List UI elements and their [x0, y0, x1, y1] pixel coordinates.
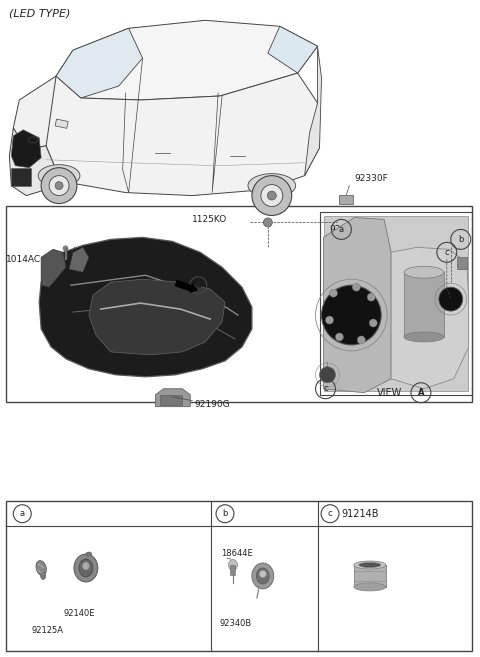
Text: b: b	[458, 235, 463, 244]
Text: c: c	[323, 384, 328, 394]
Circle shape	[252, 175, 292, 215]
Circle shape	[41, 168, 77, 204]
Circle shape	[267, 191, 276, 200]
Circle shape	[367, 293, 375, 301]
Circle shape	[49, 175, 69, 196]
Ellipse shape	[86, 552, 92, 556]
Polygon shape	[39, 237, 252, 377]
Text: VIEW: VIEW	[377, 388, 402, 397]
Circle shape	[322, 285, 381, 345]
Text: 92140E: 92140E	[63, 609, 95, 618]
Bar	[6, 206, 472, 401]
Ellipse shape	[228, 560, 238, 570]
Text: 92330F: 92330F	[354, 173, 388, 183]
FancyArrow shape	[176, 281, 197, 292]
Polygon shape	[324, 217, 391, 393]
Circle shape	[261, 185, 283, 206]
Bar	[324, 216, 468, 391]
Bar	[457, 258, 467, 269]
Text: 92101A: 92101A	[329, 225, 364, 234]
Polygon shape	[69, 247, 89, 272]
Polygon shape	[156, 389, 190, 407]
Ellipse shape	[36, 560, 47, 576]
Text: a: a	[20, 509, 25, 518]
Bar	[55, 119, 68, 128]
Text: a: a	[339, 225, 344, 234]
Text: 91214B: 91214B	[341, 509, 379, 519]
Circle shape	[63, 246, 68, 251]
Text: 92102A: 92102A	[329, 239, 364, 248]
Polygon shape	[46, 73, 320, 196]
Bar	[320, 212, 472, 395]
Bar	[6, 501, 472, 650]
Ellipse shape	[404, 332, 444, 342]
Circle shape	[325, 316, 334, 324]
Ellipse shape	[359, 562, 381, 568]
Ellipse shape	[404, 266, 444, 278]
Ellipse shape	[74, 554, 98, 582]
Text: 92125A: 92125A	[31, 626, 63, 635]
Ellipse shape	[256, 568, 269, 584]
Ellipse shape	[248, 173, 296, 198]
Circle shape	[329, 289, 337, 297]
Bar	[160, 395, 182, 405]
Bar	[230, 565, 236, 575]
Polygon shape	[56, 20, 318, 100]
Circle shape	[369, 319, 377, 327]
Polygon shape	[9, 128, 56, 196]
Polygon shape	[391, 247, 468, 389]
Ellipse shape	[83, 562, 89, 570]
Text: c: c	[328, 509, 332, 518]
Circle shape	[357, 336, 365, 344]
Bar	[64, 248, 67, 260]
Text: 92340B: 92340B	[220, 619, 252, 627]
Ellipse shape	[259, 570, 266, 578]
Polygon shape	[12, 130, 41, 168]
Polygon shape	[268, 26, 318, 73]
Text: c: c	[444, 248, 449, 257]
Ellipse shape	[79, 559, 93, 577]
Polygon shape	[13, 76, 81, 150]
Circle shape	[352, 283, 360, 291]
Circle shape	[439, 287, 463, 311]
Polygon shape	[41, 250, 66, 287]
Circle shape	[336, 333, 343, 341]
Text: A: A	[195, 281, 202, 290]
Text: 1125KO: 1125KO	[192, 215, 228, 224]
Text: (LED TYPE): (LED TYPE)	[9, 9, 71, 18]
Text: 1014AC: 1014AC	[6, 255, 41, 264]
Polygon shape	[56, 28, 143, 98]
Bar	[12, 168, 31, 186]
Bar	[339, 194, 353, 204]
Circle shape	[55, 181, 63, 190]
Text: b: b	[222, 509, 228, 518]
Ellipse shape	[38, 165, 80, 187]
Circle shape	[264, 218, 272, 227]
Ellipse shape	[41, 572, 46, 579]
Text: 92190G: 92190G	[194, 400, 230, 409]
Text: 18644E: 18644E	[221, 549, 253, 558]
Ellipse shape	[252, 563, 274, 589]
Polygon shape	[89, 279, 225, 355]
Polygon shape	[305, 46, 322, 175]
Ellipse shape	[354, 561, 386, 569]
Text: A: A	[418, 388, 424, 397]
Circle shape	[320, 367, 336, 383]
Ellipse shape	[354, 583, 386, 591]
Bar	[354, 565, 386, 587]
Bar	[404, 272, 444, 337]
